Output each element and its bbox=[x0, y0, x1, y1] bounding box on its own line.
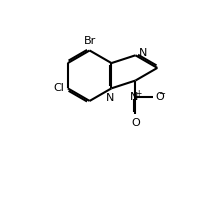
Text: +: + bbox=[136, 89, 142, 98]
Text: N: N bbox=[106, 93, 115, 103]
Text: Br: Br bbox=[84, 36, 96, 46]
Text: O: O bbox=[155, 92, 164, 102]
Text: N: N bbox=[130, 92, 138, 102]
Text: N: N bbox=[138, 48, 147, 58]
Text: O: O bbox=[131, 118, 140, 128]
Text: −: − bbox=[158, 89, 165, 98]
Text: Cl: Cl bbox=[53, 83, 64, 93]
